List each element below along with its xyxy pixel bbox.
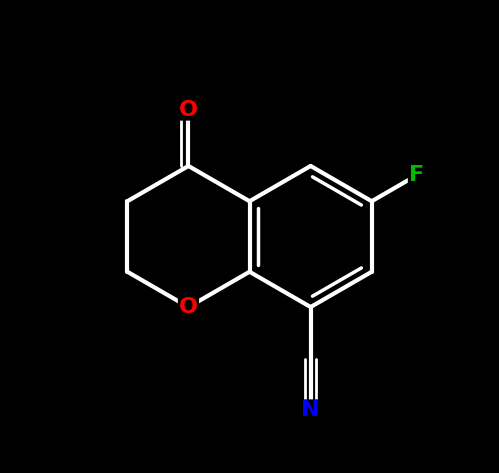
Text: N: N <box>301 401 320 420</box>
Text: O: O <box>179 297 198 317</box>
Text: F: F <box>409 166 424 185</box>
Text: O: O <box>179 99 198 120</box>
